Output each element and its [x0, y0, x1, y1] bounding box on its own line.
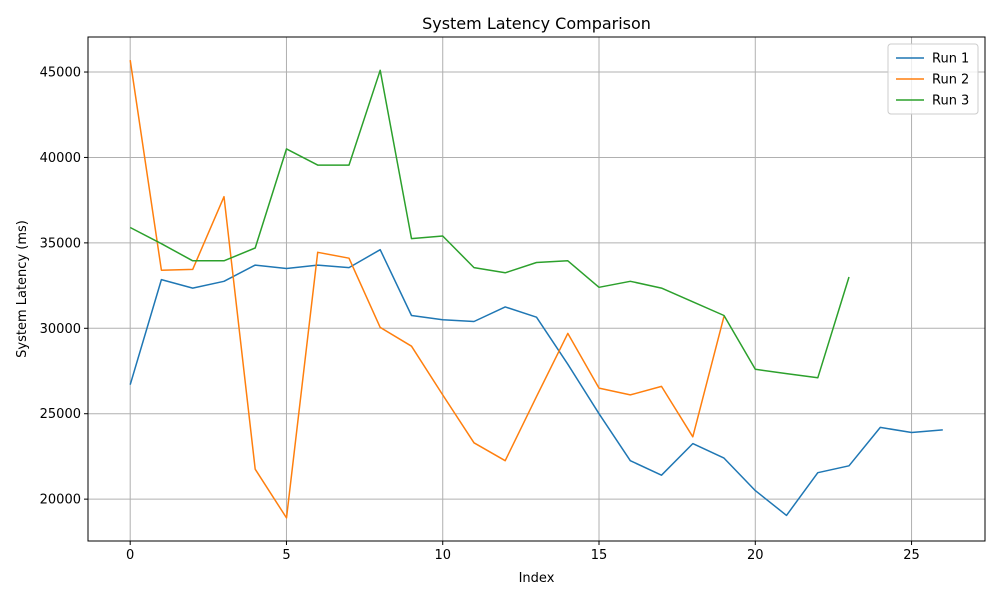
- series-line-run-1: [129, 248, 943, 517]
- chart-title: System Latency Comparison: [422, 14, 651, 33]
- grid: [88, 37, 985, 541]
- series-line-run-2: [129, 59, 725, 519]
- series-line-run-3: [129, 69, 850, 379]
- x-tick-label: 15: [591, 548, 608, 563]
- y-tick-label: 20000: [40, 493, 81, 508]
- x-tick-label: 20: [747, 548, 764, 563]
- legend-label-run-1: Run 1: [932, 52, 969, 67]
- series-lines: [129, 59, 943, 519]
- legend-box: [887, 43, 979, 115]
- y-tick-label: 25000: [40, 407, 81, 422]
- axis-ticks: 0 5 10 15 20 25 20000 25000 30000 35000 40000 45000: [40, 66, 920, 563]
- x-axis-title: Index: [519, 571, 555, 586]
- x-tick-label: 10: [434, 548, 451, 563]
- legend-label-run-2: Run 2: [932, 73, 969, 88]
- legend-label-run-3: Run 3: [932, 94, 969, 109]
- x-tick-label: 25: [903, 548, 920, 563]
- y-tick-label: 40000: [40, 151, 81, 166]
- y-axis-title: System Latency (ms): [15, 220, 30, 358]
- legend: Run 1 Run 2 Run 3: [887, 43, 979, 115]
- y-tick-label: 45000: [40, 66, 81, 81]
- x-tick-label: 0: [126, 548, 134, 563]
- x-tick-label: 5: [282, 548, 290, 563]
- y-tick-label: 35000: [40, 236, 81, 251]
- y-tick-label: 30000: [40, 322, 81, 337]
- plot-frame: [87, 36, 986, 542]
